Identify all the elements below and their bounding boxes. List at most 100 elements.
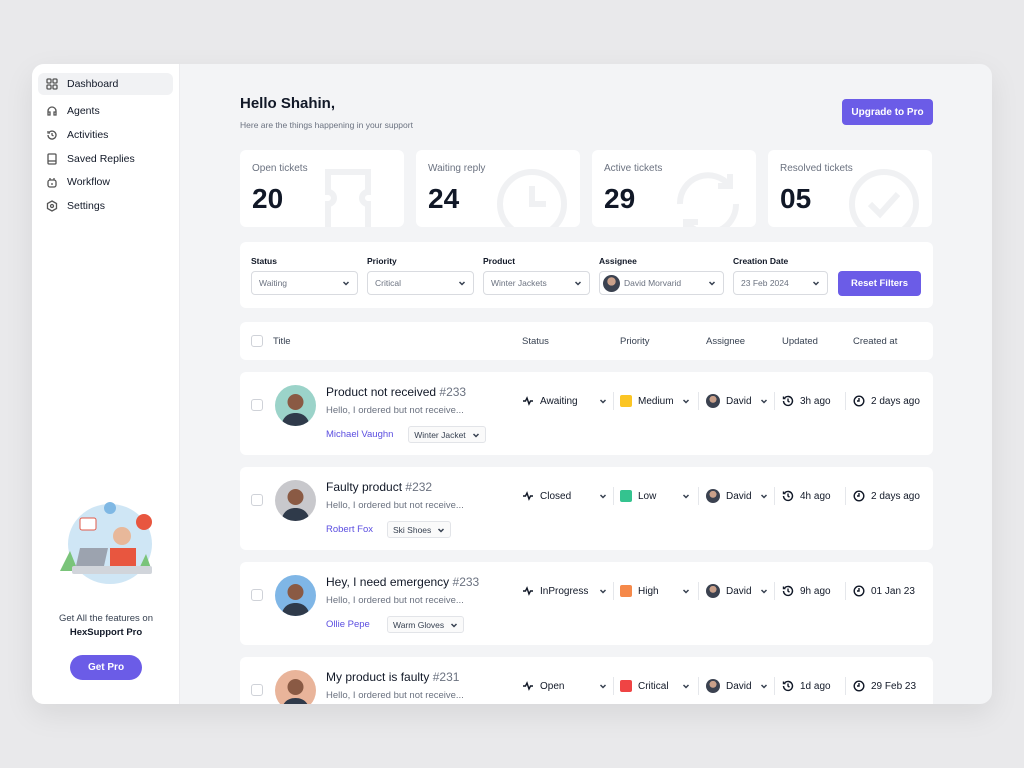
chevron-down-icon: [451, 622, 458, 628]
ticket-preview: Hello, I ordered but not receive...: [326, 690, 464, 701]
chevron-down-icon: [599, 399, 607, 404]
stat-card-open: Open tickets 20: [240, 150, 404, 227]
row-checkbox[interactable]: [251, 589, 263, 601]
product-tag[interactable]: Warm Gloves: [387, 616, 465, 633]
book-icon: [47, 153, 57, 165]
clock-icon: [497, 169, 567, 227]
sidebar-item-workflow[interactable]: Workflow: [38, 171, 173, 193]
chevron-down-icon: [599, 684, 607, 689]
customer-avatar: [275, 480, 316, 521]
priority-select[interactable]: Medium: [620, 393, 690, 409]
customer-name-link[interactable]: Ollie Pepe: [326, 619, 370, 630]
priority-select[interactable]: Critical: [620, 678, 690, 694]
get-pro-button[interactable]: Get Pro: [70, 655, 142, 680]
support-agent-illustration: [60, 502, 152, 584]
table-row[interactable]: Hey, I need emergency #233 Hello, I orde…: [240, 562, 933, 645]
assignee-avatar: [706, 584, 720, 598]
created-cell: 29 Feb 23: [853, 678, 916, 694]
updated-cell: 9h ago: [782, 583, 831, 599]
robot-icon: [47, 178, 57, 188]
date-filter-select[interactable]: 23 Feb 2024: [733, 271, 828, 295]
row-checkbox[interactable]: [251, 684, 263, 696]
ticket-preview: Hello, I ordered but not receive...: [326, 405, 464, 416]
history-icon: [782, 490, 794, 502]
ticket-title[interactable]: Product not received #233: [326, 385, 467, 399]
table-row[interactable]: My product is faulty #231 Hello, I order…: [240, 657, 933, 704]
customer-name-link[interactable]: Michael Vaughn: [326, 429, 394, 440]
table-header: Title Status Priority Assignee Updated C…: [240, 322, 933, 360]
sidebar-item-dashboard[interactable]: Dashboard: [38, 73, 173, 95]
created-cell: 01 Jan 23: [853, 583, 915, 599]
ticket-title[interactable]: My product is faulty #231: [326, 670, 460, 684]
created-cell: 2 days ago: [853, 488, 920, 504]
customer-name-link[interactable]: Robert Fox: [326, 524, 373, 535]
history-icon: [782, 585, 794, 597]
sidebar-item-saved-replies[interactable]: Saved Replies: [38, 148, 173, 170]
row-checkbox[interactable]: [251, 399, 263, 411]
created-cell: 2 days ago: [853, 393, 920, 409]
priority-color-swatch: [620, 585, 632, 597]
status-select[interactable]: Closed: [522, 488, 607, 504]
ticket-title[interactable]: Faulty product #232: [326, 480, 433, 494]
chevron-down-icon: [574, 281, 582, 286]
promo-text: Get All the features on: [58, 613, 153, 624]
table-row[interactable]: Product not received #233 Hello, I order…: [240, 372, 933, 455]
upgrade-button[interactable]: Upgrade to Pro: [842, 99, 933, 125]
main-content: Hello Shahin, Here are the things happen…: [180, 64, 992, 704]
chevron-down-icon: [682, 684, 690, 689]
chevron-down-icon: [812, 281, 820, 286]
select-all-checkbox[interactable]: [251, 335, 263, 347]
status-select[interactable]: Open: [522, 678, 607, 694]
customer-avatar: [275, 575, 316, 616]
priority-filter-select[interactable]: Critical: [367, 271, 474, 295]
chevron-down-icon: [599, 589, 607, 594]
product-tag[interactable]: Ski Shoes: [387, 521, 452, 538]
assignee-select[interactable]: David: [706, 393, 768, 409]
table-row[interactable]: Faulty product #232 Hello, I ordered but…: [240, 467, 933, 550]
product-filter-select[interactable]: Winter Jackets: [483, 271, 590, 295]
assignee-avatar: [706, 489, 720, 503]
sidebar: Dashboard Agents Activities Saved Replie…: [32, 64, 180, 704]
priority-select[interactable]: Low: [620, 488, 690, 504]
assignee-select[interactable]: David: [706, 488, 768, 504]
ticket-title[interactable]: Hey, I need emergency #233: [326, 575, 480, 589]
chevron-down-icon: [682, 399, 690, 404]
sidebar-item-activities[interactable]: Activities: [38, 124, 173, 146]
settings-icon: [46, 200, 58, 212]
ticket-icon: [325, 169, 371, 227]
updated-cell: 1d ago: [782, 678, 831, 694]
customer-avatar: [275, 670, 316, 704]
page-subtitle: Here are the things happening in your su…: [240, 120, 413, 130]
row-checkbox[interactable]: [251, 494, 263, 506]
chevron-down-icon: [708, 281, 716, 286]
status-filter-select[interactable]: Waiting: [251, 271, 358, 295]
assignee-select[interactable]: David: [706, 678, 768, 694]
chevron-down-icon: [438, 527, 445, 533]
assignee-avatar: [603, 274, 620, 292]
activity-icon: [523, 586, 533, 596]
chevron-down-icon: [682, 494, 690, 499]
assignee-select[interactable]: David: [706, 583, 768, 599]
sidebar-item-settings[interactable]: Settings: [38, 195, 173, 217]
status-select[interactable]: Awaiting: [522, 393, 607, 409]
grid-icon: [46, 78, 58, 90]
stat-card-waiting: Waiting reply 24: [416, 150, 580, 227]
reset-filters-button[interactable]: Reset Filters: [838, 271, 921, 296]
check-circle-icon: [849, 169, 919, 227]
chevron-down-icon: [599, 494, 607, 499]
assignee-filter-select[interactable]: David Morvarid: [599, 271, 724, 295]
headset-icon: [47, 106, 57, 116]
product-tag[interactable]: Winter Jacket: [408, 426, 486, 443]
updated-cell: 3h ago: [782, 393, 831, 409]
priority-color-swatch: [620, 490, 632, 502]
stat-card-resolved: Resolved tickets 05: [768, 150, 932, 227]
priority-select[interactable]: High: [620, 583, 690, 599]
chevron-down-icon: [760, 684, 768, 689]
sidebar-item-agents[interactable]: Agents: [38, 100, 173, 122]
activity-icon: [523, 491, 533, 501]
assignee-avatar: [706, 394, 720, 408]
chevron-down-icon: [682, 589, 690, 594]
chevron-down-icon: [760, 589, 768, 594]
status-select[interactable]: InProgress: [522, 583, 607, 599]
clock-icon: [853, 490, 865, 502]
